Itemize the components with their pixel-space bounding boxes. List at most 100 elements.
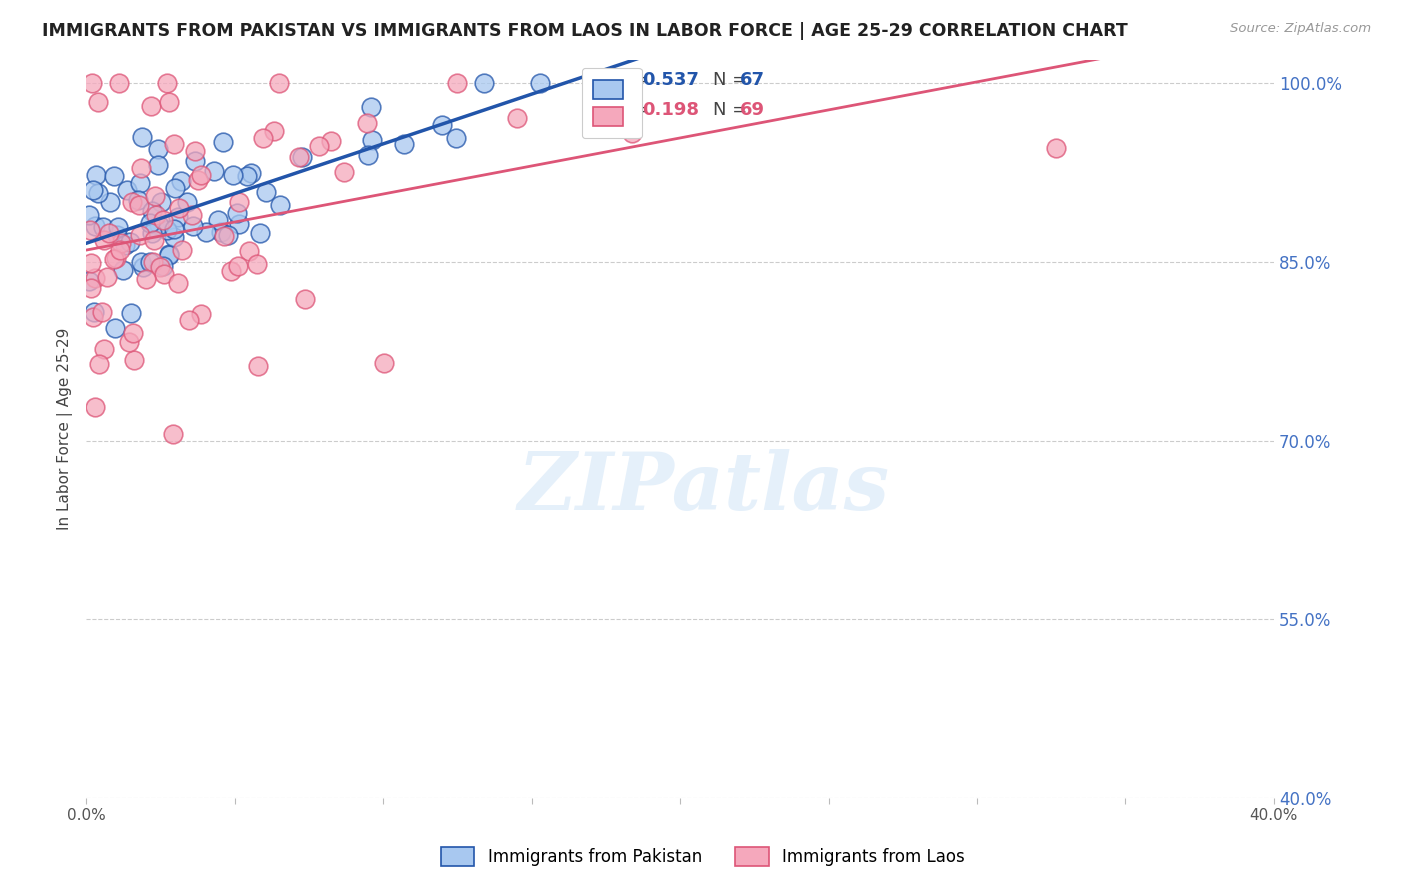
Point xyxy=(87,95,110,109)
Point xyxy=(84,168,107,182)
Text: 0.537: 0.537 xyxy=(643,71,699,89)
Point xyxy=(246,257,269,271)
Point xyxy=(252,131,274,145)
Point xyxy=(620,126,643,140)
Point xyxy=(141,226,163,240)
Point xyxy=(129,161,152,175)
Point xyxy=(506,112,529,126)
Point xyxy=(228,217,250,231)
Point xyxy=(190,307,212,321)
Point xyxy=(529,77,551,91)
Point xyxy=(190,168,212,182)
Point xyxy=(135,272,157,286)
Point xyxy=(112,263,135,277)
Text: R =: R = xyxy=(614,71,654,89)
Point xyxy=(394,136,416,151)
Point xyxy=(269,77,291,91)
Point xyxy=(432,118,454,132)
Point xyxy=(79,274,101,288)
Point xyxy=(120,235,142,249)
Legend: Immigrants from Pakistan, Immigrants from Laos: Immigrants from Pakistan, Immigrants fro… xyxy=(433,838,973,875)
Point xyxy=(110,235,132,250)
Point xyxy=(90,304,112,318)
Point xyxy=(1045,141,1067,155)
Point xyxy=(148,218,170,232)
Point xyxy=(80,281,103,295)
Point xyxy=(269,198,291,212)
Point xyxy=(291,150,314,164)
Point xyxy=(82,77,104,91)
Point xyxy=(254,185,277,199)
Point xyxy=(139,99,162,113)
Point xyxy=(181,219,204,234)
Point xyxy=(226,205,249,219)
Point xyxy=(108,243,131,257)
Point xyxy=(163,221,186,235)
Text: Source: ZipAtlas.com: Source: ZipAtlas.com xyxy=(1230,22,1371,36)
Point xyxy=(150,195,173,210)
Point xyxy=(217,228,239,243)
Point xyxy=(373,356,395,370)
Point xyxy=(356,115,378,129)
Point xyxy=(107,77,129,91)
Legend: , : , xyxy=(582,68,641,138)
Point xyxy=(114,238,136,252)
Point xyxy=(103,252,125,267)
Point xyxy=(202,164,225,178)
Point xyxy=(87,186,110,201)
Point xyxy=(360,133,382,147)
Point xyxy=(115,184,138,198)
Point xyxy=(82,310,104,325)
Point xyxy=(263,124,285,138)
Y-axis label: In Labor Force | Age 25-29: In Labor Force | Age 25-29 xyxy=(58,327,73,530)
Point xyxy=(93,233,115,247)
Point xyxy=(236,169,259,184)
Point xyxy=(84,219,107,234)
Point xyxy=(98,194,121,209)
Point xyxy=(474,77,496,91)
Point xyxy=(184,153,207,168)
Point xyxy=(319,134,342,148)
Point xyxy=(238,244,260,259)
Point xyxy=(308,139,330,153)
Point xyxy=(163,230,186,244)
Point xyxy=(128,198,150,212)
Point xyxy=(184,144,207,158)
Point xyxy=(294,292,316,306)
Point xyxy=(212,229,235,244)
Point xyxy=(142,233,165,247)
Point xyxy=(139,216,162,230)
Point xyxy=(122,352,145,367)
Point xyxy=(129,227,152,242)
Point xyxy=(207,213,229,227)
Point xyxy=(163,180,186,194)
Point xyxy=(131,255,153,269)
Point xyxy=(98,227,121,241)
Point xyxy=(80,256,103,270)
Point xyxy=(83,305,105,319)
Point xyxy=(104,321,127,335)
Point xyxy=(444,131,467,145)
Point xyxy=(131,130,153,145)
Point xyxy=(121,195,143,210)
Point xyxy=(84,400,107,414)
Point xyxy=(118,335,141,350)
Point xyxy=(240,165,263,179)
Point xyxy=(143,188,166,202)
Point xyxy=(79,209,101,223)
Point xyxy=(287,150,309,164)
Point xyxy=(79,223,101,237)
Point xyxy=(149,260,172,274)
Point xyxy=(157,248,180,262)
Point xyxy=(152,267,174,281)
Point xyxy=(138,254,160,268)
Point xyxy=(166,277,188,291)
Point xyxy=(127,193,149,207)
Point xyxy=(104,251,127,265)
Point xyxy=(96,270,118,285)
Point xyxy=(167,210,190,224)
Point xyxy=(152,259,174,273)
Text: N =: N = xyxy=(713,71,754,89)
Point xyxy=(209,225,232,239)
Point xyxy=(187,172,209,186)
